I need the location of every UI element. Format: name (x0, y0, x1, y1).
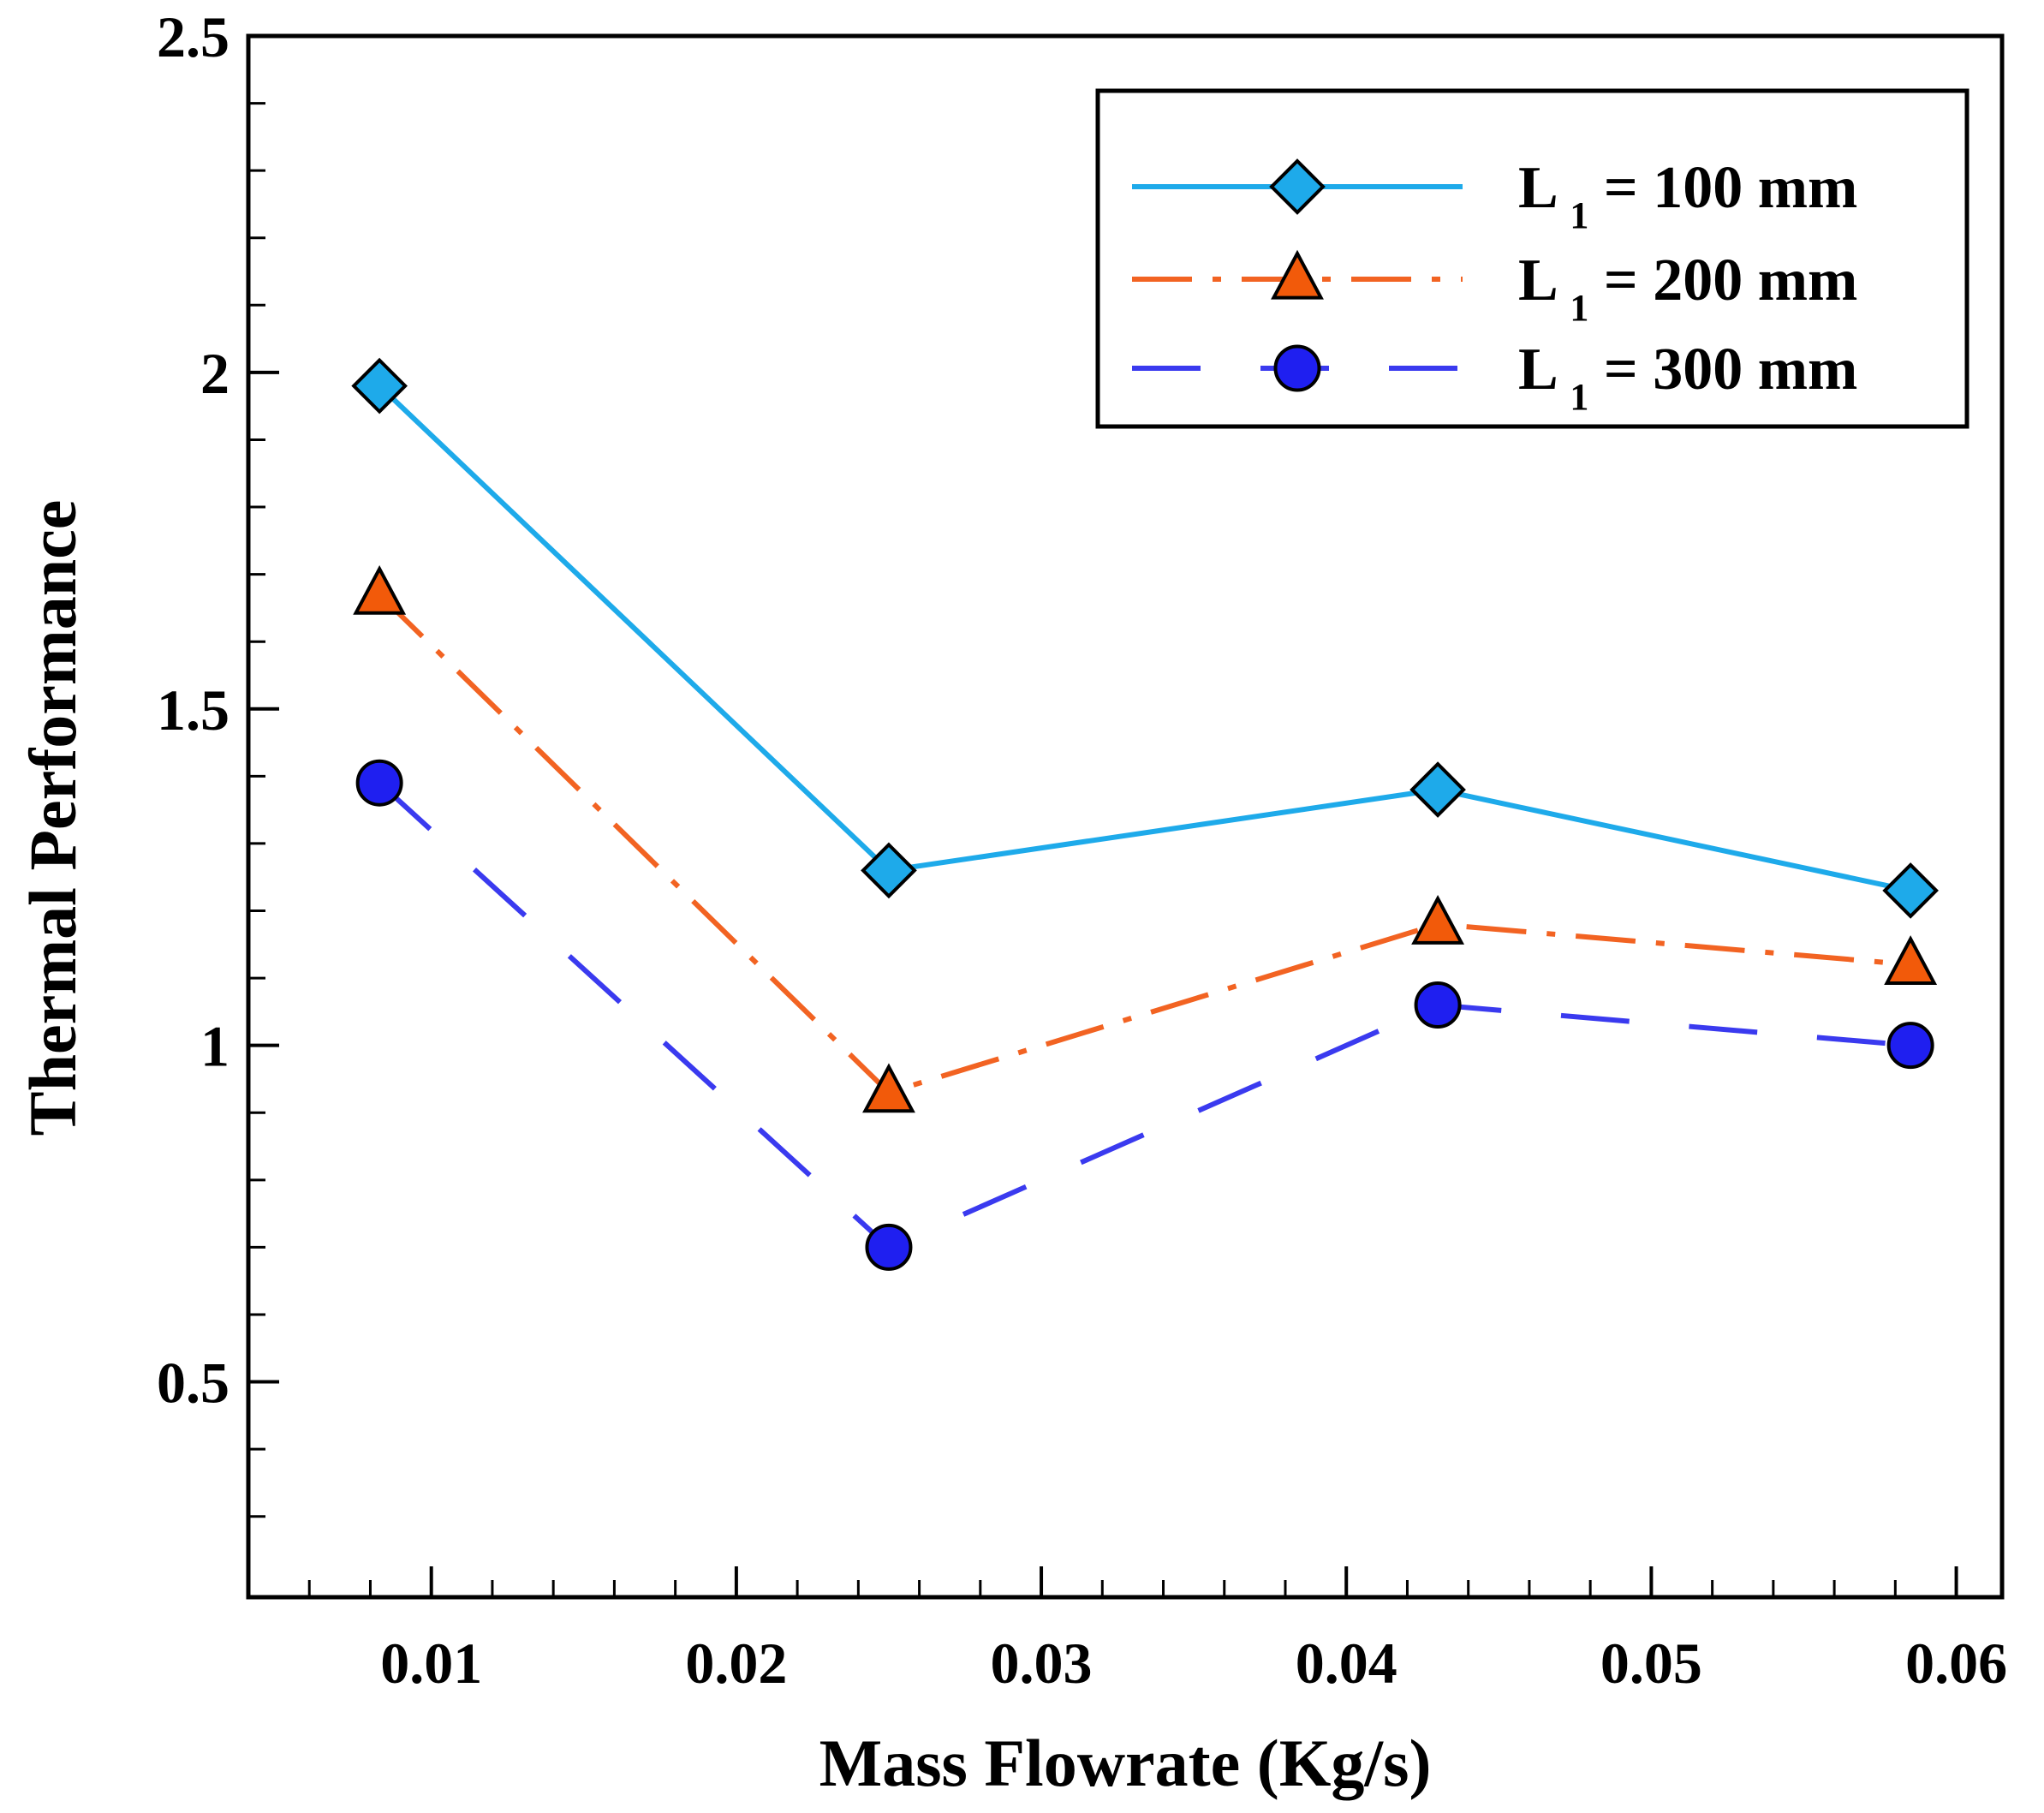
y-tick-label: 2 (200, 341, 229, 406)
data-point-triangle (862, 1063, 915, 1113)
data-point-circle (1886, 1022, 1934, 1070)
minor-ticks (248, 102, 1897, 1597)
x-tick-label: 0.02 (685, 1631, 787, 1696)
plot-frame (246, 33, 2005, 1600)
y-axis-title: Thermal Performance (15, 500, 90, 1136)
y-tick-label: 0.5 (157, 1351, 229, 1416)
data-point-circle (355, 759, 403, 807)
data-point-circle (1414, 981, 1462, 1029)
y-axis-ticks: 0.5 1 1.5 2 2.5 (157, 4, 279, 1416)
legend-label: L 1 = 200 mm (1518, 247, 1857, 329)
data-point-diamond (1882, 862, 1939, 919)
x-axis-title: Mass Flowrate (Kg/s) (819, 1726, 1432, 1800)
series-line-1 (378, 384, 1911, 893)
legend-box (1095, 88, 1970, 429)
y-tick-label: 2.5 (157, 4, 229, 69)
data-point-circle (865, 1223, 913, 1271)
legend-label: L 1 = 100 mm (1518, 155, 1857, 236)
series-markers (351, 357, 1939, 1271)
legend: L 1 = 100 mm L 1 = 200 mmL 1 = 300 mm (1095, 88, 1970, 429)
series-line-2 (378, 593, 1911, 1096)
y-tick-label: 1 (200, 1014, 229, 1079)
data-point-diamond (861, 842, 917, 899)
x-tick-label: 0.05 (1600, 1631, 1702, 1696)
data-point-diamond (1409, 761, 1466, 818)
legend-marker-circle (1273, 344, 1321, 392)
data-point-diamond (351, 357, 408, 414)
data-point-triangle (1884, 935, 1938, 985)
x-tick-label: 0.01 (380, 1631, 482, 1696)
y-tick-label: 1.5 (157, 677, 229, 742)
x-tick-label: 0.06 (1905, 1631, 2007, 1696)
legend-marker-diamond (1269, 158, 1326, 215)
data-point-triangle (353, 564, 407, 615)
series-lines (378, 384, 1911, 1250)
x-axis-ticks: 0.01 0.02 0.03 0.04 0.05 0.06 (380, 1566, 2007, 1696)
legend-label: L 1 = 300 mm (1518, 337, 1857, 418)
legend-items: L 1 = 100 mm L 1 = 200 mmL 1 = 300 mm (1132, 155, 1857, 418)
x-tick-label: 0.04 (1296, 1631, 1397, 1696)
data-point-triangle (1411, 894, 1465, 945)
legend-marker-triangle (1271, 249, 1324, 300)
series-line-3 (378, 780, 1911, 1250)
x-tick-label: 0.03 (991, 1631, 1093, 1696)
